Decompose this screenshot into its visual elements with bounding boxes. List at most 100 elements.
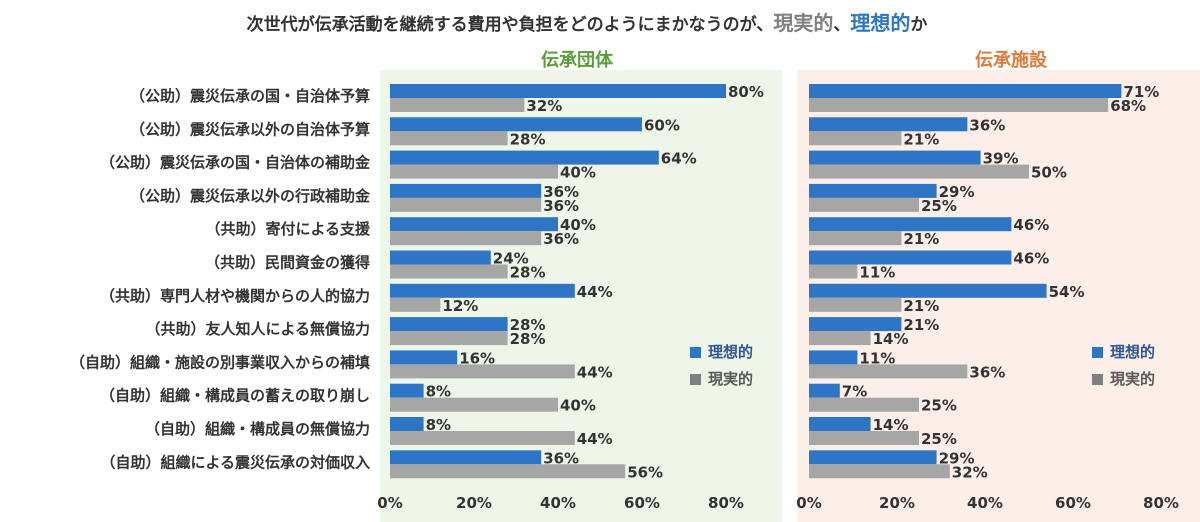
category-label: （共助）民間資金の獲得 xyxy=(205,254,370,272)
x-tick-label: 20% xyxy=(879,494,915,512)
legend-label-real: 現実的 xyxy=(708,370,753,388)
category-label: （公助）震災伝承の国・自治体予算 xyxy=(130,87,370,105)
bar-ideal xyxy=(809,84,1122,98)
chart-title-main: 次世代が伝承活動を継続する費用や負担をどのようにまかなうのが、 xyxy=(247,14,774,35)
data-label: 71% xyxy=(1123,83,1159,101)
bar-ideal xyxy=(809,217,1012,232)
data-label: 36% xyxy=(969,116,1005,134)
data-label: 40% xyxy=(560,397,596,415)
bar-ideal xyxy=(390,383,424,398)
bar-ideal xyxy=(390,217,558,232)
bar-real xyxy=(390,364,575,379)
legend-label-ideal: 理想的 xyxy=(708,343,753,361)
bar-ideal xyxy=(809,383,840,398)
data-label: 21% xyxy=(903,316,939,334)
data-label: 44% xyxy=(577,363,613,381)
bar-ideal xyxy=(390,450,542,465)
bar-real xyxy=(390,331,508,346)
category-label: （公助）震災伝承以外の行政補助金 xyxy=(130,187,371,205)
category-label: （自助）組織・施設の別事業収入からの補填 xyxy=(70,353,370,371)
data-label: 28% xyxy=(510,264,546,282)
bar-real xyxy=(809,331,871,346)
data-label: 40% xyxy=(560,216,596,234)
data-label: 56% xyxy=(627,463,663,481)
bar-real xyxy=(390,131,508,146)
bar-real xyxy=(390,231,542,246)
bar-real xyxy=(390,397,558,412)
bar-real xyxy=(390,264,508,279)
data-label: 36% xyxy=(543,449,579,467)
bar-ideal xyxy=(390,183,542,198)
data-label: 36% xyxy=(969,363,1005,381)
x-tick-label: 80% xyxy=(1143,494,1179,512)
chart-title-separator: 、 xyxy=(833,15,850,35)
x-tick-label: 0% xyxy=(796,494,821,512)
data-label: 25% xyxy=(921,197,957,215)
chart-title: 次世代が伝承活動を継続する費用や負担をどのようにまかなうのが、現実的、理想的か xyxy=(247,11,928,35)
bar-real xyxy=(390,197,542,212)
data-label: 29% xyxy=(939,449,975,467)
data-label: 14% xyxy=(873,416,909,434)
data-label: 28% xyxy=(510,130,546,148)
data-label: 36% xyxy=(543,197,579,215)
data-label: 14% xyxy=(873,330,909,348)
legend-swatch-ideal xyxy=(690,347,701,358)
data-label: 32% xyxy=(952,463,988,481)
bar-real xyxy=(390,164,558,179)
bar-ideal xyxy=(809,350,858,365)
bar-real xyxy=(809,297,902,312)
legend-label-real: 現実的 xyxy=(1110,370,1155,388)
bar-ideal xyxy=(390,117,642,132)
data-label: 24% xyxy=(493,250,529,268)
bar-ideal xyxy=(809,183,937,198)
bar-real xyxy=(809,98,1109,112)
data-label: 11% xyxy=(859,264,895,282)
bar-ideal xyxy=(809,250,1012,265)
x-tick-label: 20% xyxy=(456,494,492,512)
bar-real xyxy=(809,131,902,146)
data-label: 46% xyxy=(1013,216,1049,234)
bar-ideal xyxy=(809,417,871,431)
right-panel-bars: 71%68%36%21%39%50%29%25%46%21%46%11%54%2… xyxy=(796,83,1179,512)
data-label: 54% xyxy=(1049,283,1085,301)
bar-ideal xyxy=(390,250,491,265)
bar-real xyxy=(809,431,919,445)
bar-ideal xyxy=(390,350,458,365)
legend-swatch-real xyxy=(1092,374,1103,385)
data-label: 28% xyxy=(510,330,546,348)
data-label: 40% xyxy=(560,164,596,182)
bar-real xyxy=(809,264,858,279)
category-label: （自助）組織による震災伝承の対価収入 xyxy=(100,453,370,471)
left-panel-bars: 80%32%60%28%64%40%36%36%40%36%24%28%44%1… xyxy=(377,83,764,512)
data-label: 8% xyxy=(426,416,451,434)
bar-real xyxy=(390,464,626,479)
category-labels: （公助）震災伝承の国・自治体予算 （公助）震災伝承以外の自治体予算 （公助）震災伝承… xyxy=(70,87,371,471)
x-tick-label: 0% xyxy=(377,494,402,512)
data-label: 25% xyxy=(921,397,957,415)
data-label: 36% xyxy=(543,230,579,248)
category-label: （自助）組織・構成員の無償協力 xyxy=(145,420,370,438)
data-label: 8% xyxy=(426,383,451,401)
data-label: 68% xyxy=(1110,97,1146,115)
x-tick-label: 60% xyxy=(624,494,660,512)
category-label: （共助）友人知人による無償協力 xyxy=(145,320,370,338)
bar-real xyxy=(390,98,525,112)
x-tick-label: 40% xyxy=(967,494,1003,512)
x-tick-label: 40% xyxy=(540,494,576,512)
right-panel-title: 伝承施設 xyxy=(975,49,1048,71)
bar-ideal xyxy=(809,150,981,165)
bar-real xyxy=(390,297,441,312)
category-label: （公助）震災伝承の国・自治体の補助金 xyxy=(100,154,371,172)
bar-real xyxy=(809,364,968,379)
legend-label-ideal: 理想的 xyxy=(1110,343,1155,361)
bar-ideal xyxy=(809,117,968,132)
data-label: 39% xyxy=(983,150,1019,168)
chart-title-ideal: 理想的 xyxy=(850,11,910,35)
bar-ideal xyxy=(390,317,508,332)
data-label: 25% xyxy=(921,430,957,448)
chart-title-real: 現実的 xyxy=(773,11,833,35)
bar-ideal xyxy=(390,283,575,298)
bar-ideal xyxy=(809,283,1047,298)
data-label: 80% xyxy=(728,83,764,101)
